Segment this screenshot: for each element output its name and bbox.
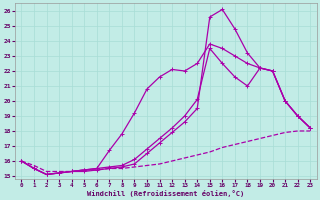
X-axis label: Windchill (Refroidissement éolien,°C): Windchill (Refroidissement éolien,°C) bbox=[87, 190, 244, 197]
